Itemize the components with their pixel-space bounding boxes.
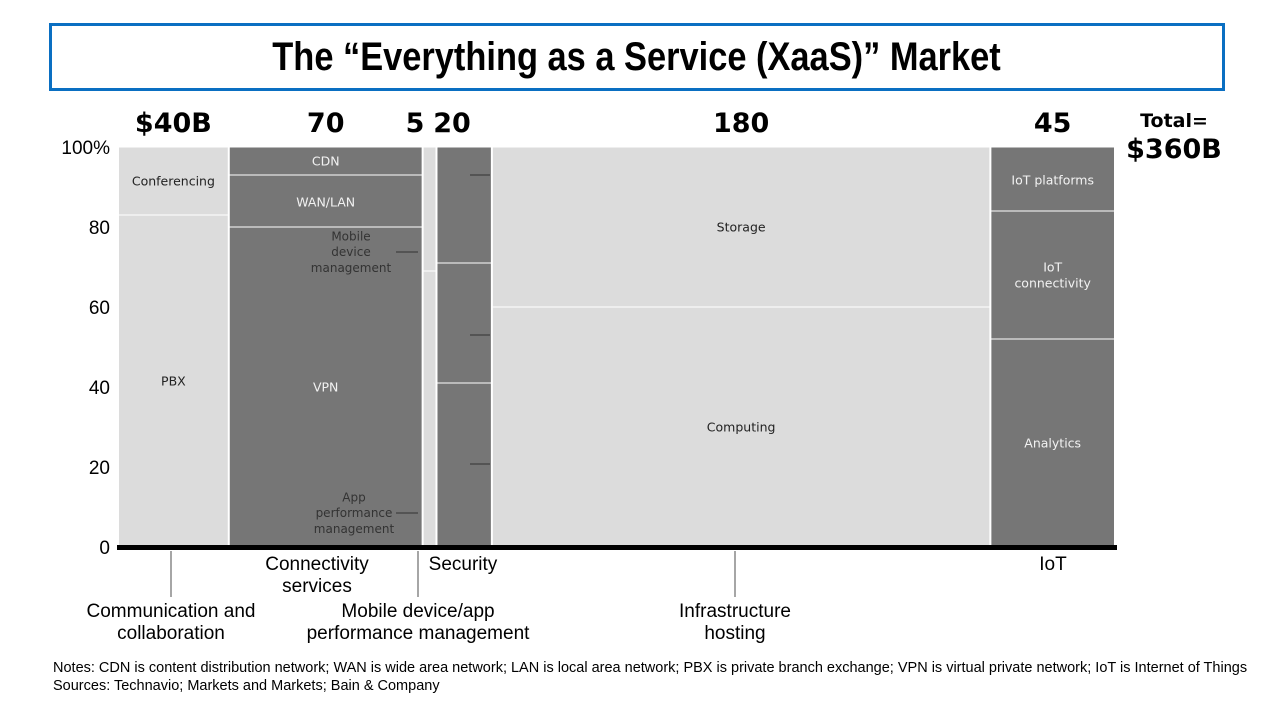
category-label: Connectivity	[265, 554, 369, 575]
segment-label: VPN	[313, 379, 338, 394]
column-total-label: $40B	[135, 108, 212, 139]
segment-2-0	[422, 270, 437, 548]
column-total-label: 70	[307, 108, 345, 139]
segment-0-1	[118, 146, 229, 216]
segment-3-2	[436, 146, 492, 264]
segment-3-1	[436, 262, 492, 384]
segment-1-1	[228, 174, 423, 228]
category-label: Security	[429, 554, 498, 575]
segment-label: Computing	[707, 419, 776, 434]
y-tick-label: 80	[89, 218, 110, 239]
total-value: $360B	[1126, 134, 1222, 165]
total-label: Total=	[1140, 110, 1208, 132]
segment-label: CDN	[312, 153, 340, 168]
column-total-label: 180	[713, 108, 769, 139]
footnotes: Notes: CDN is content distribution netwo…	[53, 660, 1253, 695]
segment-label: management	[311, 261, 392, 275]
category-label: Mobile device/app	[341, 601, 494, 622]
segment-2-1	[422, 146, 437, 272]
segment-label: Mobile	[331, 230, 370, 244]
title-box: The “Everything as a Service (XaaS)” Mar…	[49, 23, 1225, 91]
category-label: Communication and	[87, 601, 256, 622]
y-tick-label: 40	[89, 378, 110, 399]
segment-label: IoT	[1043, 259, 1062, 274]
category-label: performance management	[307, 623, 531, 644]
segment-1-2	[228, 146, 423, 176]
category-label: IoT	[1039, 554, 1067, 575]
column-total-label: 5	[406, 108, 425, 139]
y-tick-label: 0	[99, 538, 110, 559]
page-title: The “Everything as a Service (XaaS)” Mar…	[272, 34, 1002, 79]
segment-label: IoT platforms	[1011, 172, 1094, 187]
category-label: collaboration	[117, 623, 225, 644]
y-tick-label: 20	[89, 458, 110, 479]
category-label: Infrastructure	[679, 601, 791, 622]
segment-5-1	[990, 210, 1115, 340]
y-tick-label: 100%	[61, 138, 110, 159]
notes-text: Notes: CDN is content distribution netwo…	[53, 660, 1248, 676]
segment-label: Analytics	[1024, 435, 1081, 450]
sources-text: Sources: Technavio; Markets and Markets;…	[53, 677, 440, 694]
segment-label: connectivity	[1014, 276, 1091, 291]
y-tick-label: 60	[89, 298, 110, 319]
segment-label: performance	[316, 506, 393, 520]
segment-label: management	[314, 522, 395, 536]
x-axis-line	[117, 545, 1117, 550]
segment-5-2	[990, 146, 1115, 212]
segment-1-0	[228, 226, 423, 548]
column-total-label: 45	[1034, 108, 1072, 139]
segment-label: App	[342, 491, 365, 505]
segment-3-0	[436, 382, 492, 548]
segment-label: device	[331, 245, 370, 259]
category-label: services	[282, 576, 352, 597]
category-label: hosting	[704, 623, 765, 644]
segment-label: WAN/LAN	[296, 194, 355, 209]
segment-label: PBX	[161, 373, 186, 388]
segment-0-0	[118, 214, 229, 548]
column-total-label: 20	[433, 108, 471, 139]
segment-label: Storage	[717, 219, 766, 234]
segment-label: Conferencing	[132, 173, 215, 188]
segment-4-1	[491, 146, 991, 308]
